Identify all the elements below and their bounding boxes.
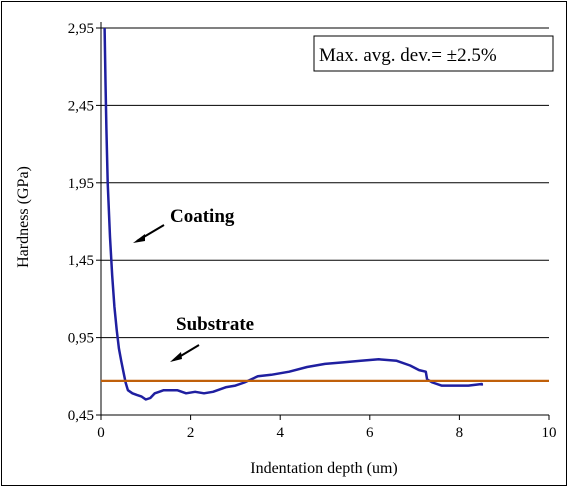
y-tick-label-0: 0,45 — [68, 408, 94, 424]
x-tick-label-3: 6 — [366, 425, 374, 441]
x-tick-label-4: 8 — [456, 425, 464, 441]
x-axis-title: Indentation depth (um) — [250, 460, 398, 477]
x-tick-label-0: 0 — [97, 425, 105, 441]
y-tick-label-4: 2,45 — [68, 98, 94, 114]
axes — [100, 22, 550, 420]
y-tick-label-2: 1,45 — [68, 253, 94, 269]
y-tick-label-1: 0,95 — [68, 331, 94, 347]
coating-label: Coating — [170, 206, 235, 227]
series-group — [101, 27, 549, 401]
y-tick-label-3: 1,95 — [68, 176, 94, 192]
gridlines — [96, 27, 549, 416]
deviation-text: Max. avg. dev.= ±2.5% — [319, 45, 497, 66]
x-tick-labels: 0 2 4 6 8 10 — [97, 425, 556, 441]
coating-hardness-line — [103, 27, 484, 401]
y-axis-title: Hardness (GPa) — [15, 166, 32, 268]
x-tick-label-1: 2 — [187, 425, 195, 441]
deviation-box — [313, 35, 554, 72]
x-tick-label-2: 4 — [276, 425, 284, 441]
y-tick-labels: 0,45 0,95 1,45 1,95 2,45 2,95 — [68, 21, 94, 424]
x-tick-label-5: 10 — [542, 425, 557, 441]
coating-arrow — [133, 224, 165, 243]
substrate-arrow — [170, 344, 200, 362]
substrate-label: Substrate — [176, 314, 254, 335]
y-tick-label-5: 2,95 — [68, 21, 94, 37]
